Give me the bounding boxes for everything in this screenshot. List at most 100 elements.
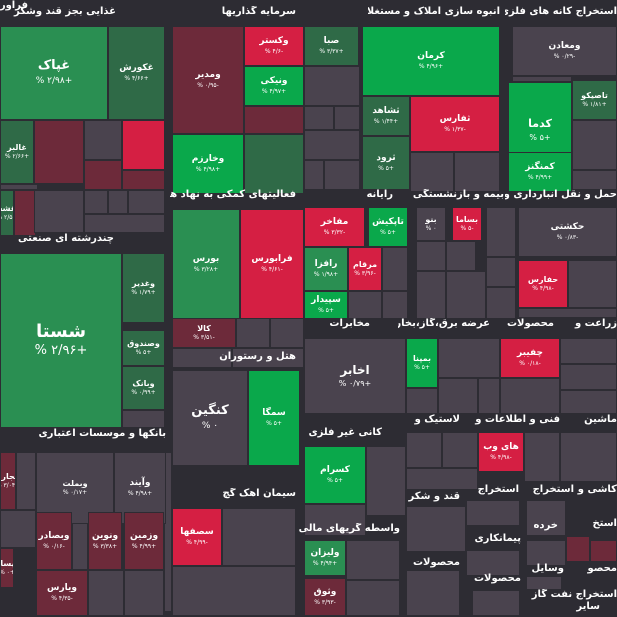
filler-cell <box>382 247 408 291</box>
sector-label: فرآورده های نفتی <box>0 0 28 11</box>
stock-tile[interactable]: فرابورس -۴/۶۱ % <box>240 209 304 319</box>
stock-tile[interactable]: تاپکیش +۵ % <box>368 207 408 247</box>
sector-label: انبوه سازی املاک و مستغلات <box>368 6 500 17</box>
stock-tile[interactable]: وآیند +۴/۹۸ % <box>114 452 166 524</box>
stock-tile[interactable]: سپیدار +۵ % <box>304 291 348 319</box>
stock-tile[interactable]: کالا -۳/۵۱ % <box>172 318 236 348</box>
filler-cell <box>122 170 165 190</box>
sector-label: فعالیتهای کمکی به نهاد های <box>170 189 296 200</box>
stock-tile[interactable]: ونوین +۳/۳۸ % <box>88 512 122 570</box>
stock-change: +۴/۹۶ % <box>418 62 444 70</box>
stock-tile[interactable]: ثفارس -۱/۳۷ % <box>410 96 500 152</box>
stock-symbol: غکورش <box>119 63 154 74</box>
stock-symbol: بنو <box>425 214 437 224</box>
sector-label: ماشین <box>584 414 617 425</box>
stock-change: +۳/۰۴ % <box>1 482 16 490</box>
stock-tile[interactable]: غشه+۲/۵ % <box>0 190 14 236</box>
stock-tile[interactable]: وبانک +۰/۹۹ % <box>122 366 165 410</box>
filler-cell <box>406 388 438 414</box>
stock-tile[interactable]: ولیزان +۴/۹۴ % <box>304 540 346 576</box>
stock-tile[interactable]: غکورش +۴/۶۶ % <box>108 26 165 120</box>
stock-symbol: وبملت <box>62 478 88 488</box>
stock-symbol: سصفها <box>180 527 214 538</box>
filler-cell <box>486 257 516 287</box>
stock-tile[interactable]: کنگین ۰ % <box>172 370 248 466</box>
stock-tile[interactable]: ویساپا+۰ % <box>0 548 14 588</box>
stock-tile[interactable]: حکشتی -۰/۸۳ % <box>518 207 617 257</box>
stock-change: -۵ % <box>460 225 474 233</box>
stock-tile[interactable]: وخارزم +۴/۹۸ % <box>172 134 244 194</box>
stock-tile[interactable]: وکستر -۴/۶ % <box>244 26 304 66</box>
stock-tile[interactable]: بمپنا +۵ % <box>406 338 438 388</box>
stock-tile[interactable]: بساما -۵ % <box>452 207 482 241</box>
stock-tile[interactable]: کمنگنز +۴/۹۹ % <box>508 152 572 192</box>
stock-symbol: ثشاهد <box>372 106 400 117</box>
sector-label: استخ <box>592 518 617 529</box>
stock-tile[interactable]: تاصیکو +۱/۸۱ % <box>572 80 617 120</box>
stock-tile[interactable]: غپاک +۲/۹۸ % <box>0 26 108 120</box>
filler-cell <box>512 76 572 82</box>
stock-tile[interactable]: وزمین +۴/۹۹ % <box>124 512 164 570</box>
stock-change: +۱/۴۴ % <box>373 117 399 125</box>
filler-cell <box>572 170 617 190</box>
filler-cell <box>560 338 617 364</box>
stock-tile[interactable]: ونیکی +۴/۹۷ % <box>244 66 304 106</box>
filler-cell <box>84 190 108 214</box>
stock-tile[interactable]: کسرام +۵ % <box>304 446 366 504</box>
stock-tile[interactable]: ویارس -۴/۳۵ % <box>36 570 88 616</box>
stock-tile[interactable]: صبا +۳/۳۷ % <box>304 26 359 66</box>
stock-tile[interactable]: وثوق -۳/۹۳ % <box>304 578 346 616</box>
stock-tile[interactable]: ومعادن -۰/۲۹ % <box>512 26 617 76</box>
stock-tile[interactable]: وتجارت+۳/۰۴ % <box>0 452 16 510</box>
filler-cell <box>438 378 478 414</box>
stock-tile[interactable]: مفاخر -۳/۳۲ % <box>304 207 365 247</box>
filler-cell <box>560 432 617 482</box>
stock-change: +۳/۳۷ % <box>319 47 344 55</box>
stock-tile[interactable]: بنو ۰ % <box>416 207 446 241</box>
filler-cell <box>122 120 165 170</box>
stock-change: -۴/۹۹ % <box>186 538 208 546</box>
filler-cell <box>486 287 516 319</box>
filler-cell <box>526 500 566 536</box>
sector-label: محصولات <box>473 573 521 584</box>
stock-tile[interactable]: ثشاهد +۱/۴۴ % <box>362 96 410 136</box>
filler-cell <box>304 504 366 536</box>
stock-tile[interactable]: وبصادر -۰/۱۶ % <box>36 512 72 570</box>
sector-label: بیمه و بازنشستگی <box>412 189 504 200</box>
stock-tile[interactable]: بورس +۳/۲۸ % <box>172 209 240 319</box>
stock-symbol: کمنگنز <box>525 162 555 173</box>
sector-label: استخراج کانه های فلزی <box>505 6 617 17</box>
filler-cell <box>524 432 560 482</box>
filler-cell <box>406 432 442 468</box>
stock-tile[interactable]: مرقام -۳/۹۶ % <box>348 247 382 291</box>
stock-tile[interactable]: سصفها -۴/۹۹ % <box>172 508 222 566</box>
sector-label: سایر <box>576 601 600 612</box>
stock-change: -۰/۹۵ % <box>197 81 219 89</box>
stock-tile[interactable]: ومدیر -۰/۹۵ % <box>172 26 244 134</box>
stock-tile[interactable]: غالبر +۲/۶۶ % <box>0 120 34 184</box>
stock-tile[interactable]: های وب -۴/۹۸ % <box>478 432 524 472</box>
filler-cell <box>446 241 476 271</box>
stock-tile[interactable]: شستا +۲/۹۶ % <box>0 253 122 428</box>
filler-cell <box>244 134 304 194</box>
stock-symbol: بورس <box>192 254 220 265</box>
stock-tile[interactable]: اخابر +۰/۷۹ % <box>304 338 406 414</box>
stock-tile[interactable]: وصندوق +۵ % <box>122 330 165 366</box>
filler-cell <box>560 390 617 414</box>
filler-cell <box>222 508 296 566</box>
stock-tile[interactable]: ثرود +۵ % <box>362 136 410 190</box>
stock-change: +۵ % <box>380 228 396 236</box>
stock-tile[interactable]: چفیبر -۰/۱۸ % <box>500 338 560 378</box>
sector-label: فنی و <box>529 414 560 425</box>
filler-cell <box>346 540 400 580</box>
stock-tile[interactable]: سمگا +۵ % <box>248 370 300 466</box>
stock-change: -۳/۹۳ % <box>314 598 336 606</box>
stock-tile[interactable]: کرمان +۴/۹۶ % <box>362 26 500 96</box>
stock-tile[interactable]: وغدیر +۱/۷۹ % <box>122 253 165 323</box>
stock-change: +۱/۹۸ % <box>313 270 339 278</box>
stock-tile[interactable]: رافزا +۱/۹۸ % <box>304 247 348 291</box>
stock-symbol: تاصیکو <box>581 90 608 100</box>
sector-label: استخراج <box>532 484 574 495</box>
stock-tile[interactable]: حفارس -۴/۹۸ % <box>518 260 568 308</box>
stock-symbol: تاپکیش <box>372 217 404 228</box>
